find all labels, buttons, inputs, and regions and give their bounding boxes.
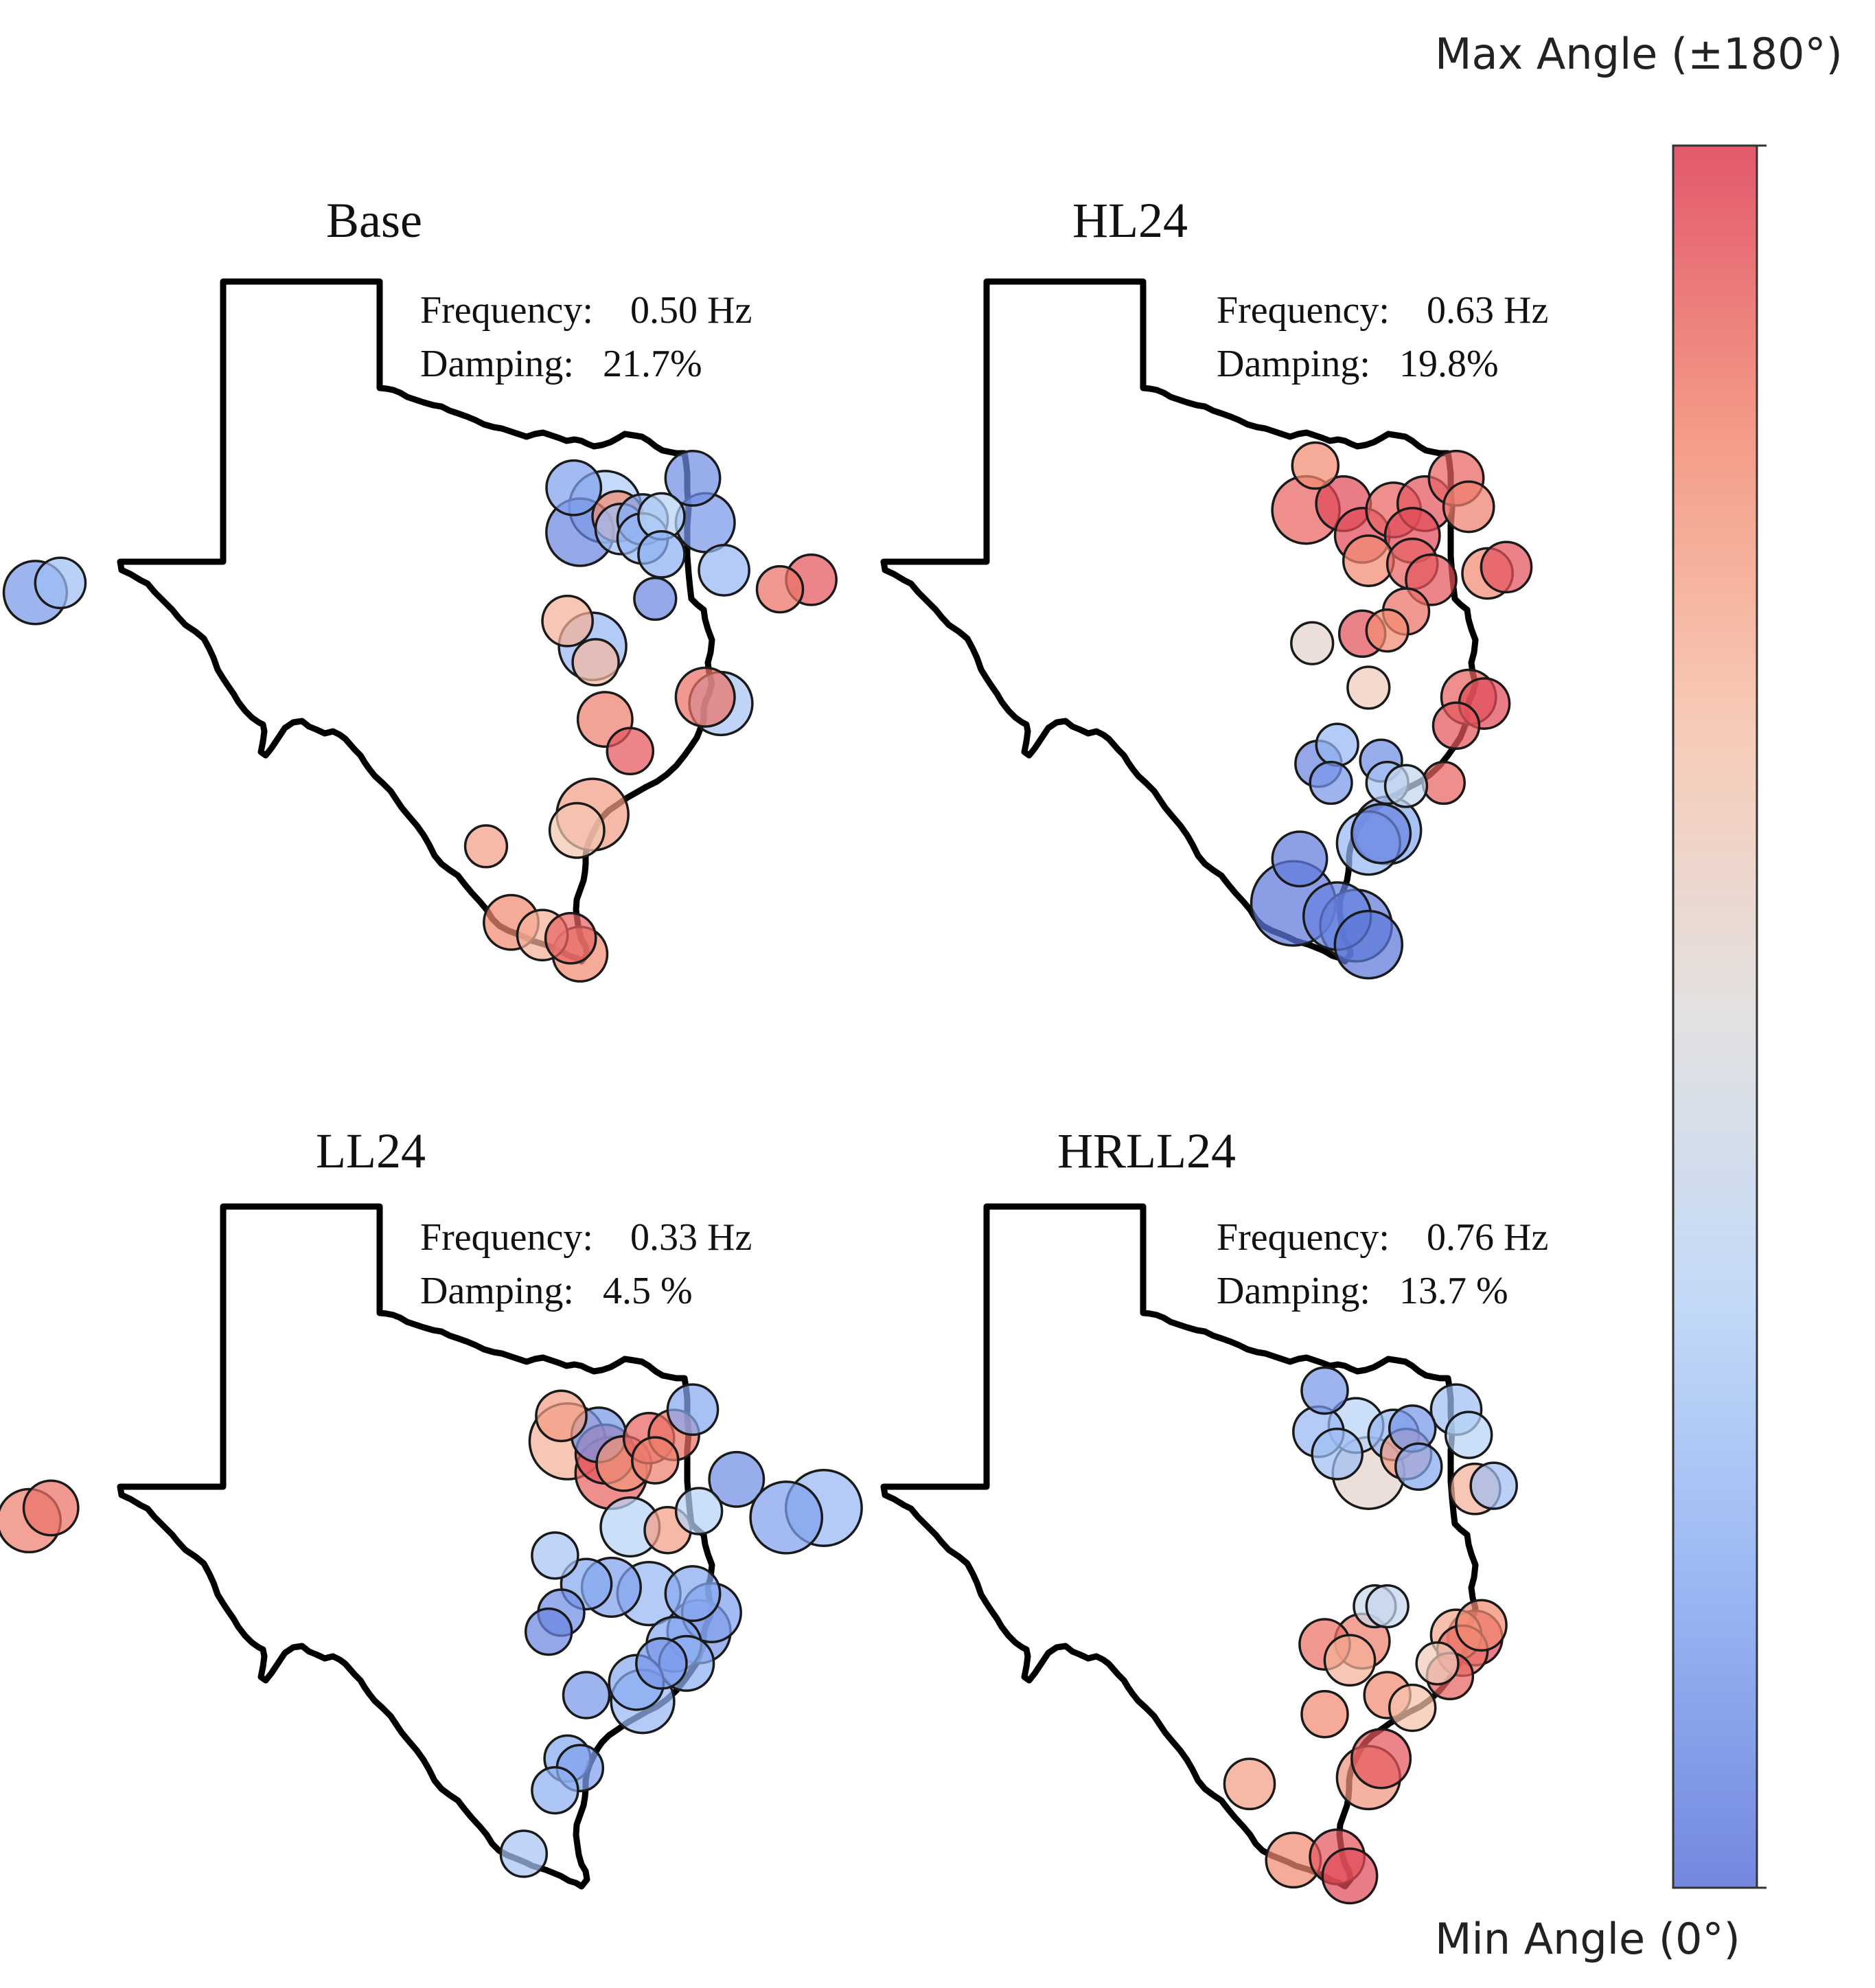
frequency-label: Frequency: <box>1217 1216 1390 1259</box>
map-panel-base: Base Frequency: 0.50 Hz Damping: 21.7% <box>2 193 754 983</box>
damping-value: 19.8% <box>1399 343 1499 385</box>
bus-marker <box>1223 1757 1276 1811</box>
frequency-value: 0.76 Hz <box>1427 1216 1548 1259</box>
bus-marker <box>562 1671 611 1719</box>
colorbar: Max Angle (±180°) Min Angle (0°) <box>1435 29 1843 1964</box>
bus-marker <box>664 1565 722 1623</box>
bus-marker <box>1383 764 1429 808</box>
bus-marker <box>1291 441 1340 490</box>
bus-marker <box>1271 830 1328 888</box>
bus-marker <box>1365 1584 1410 1629</box>
bus-marker <box>1342 534 1395 587</box>
colorbar-max-label: Max Angle (±180°) <box>1435 29 1843 79</box>
bus-marker <box>1365 608 1410 653</box>
bus-marker <box>1480 540 1533 594</box>
bus-marker <box>1315 722 1359 767</box>
bus-marker <box>1444 1410 1493 1459</box>
bus-marker <box>1309 760 1353 806</box>
bus-marker <box>1346 665 1391 710</box>
damping-value: 21.7% <box>603 343 702 385</box>
bus-marker <box>548 801 606 859</box>
bus-marker <box>637 530 686 579</box>
bus-marker <box>755 564 805 614</box>
bus-marker <box>749 1480 824 1555</box>
bus-markers <box>0 1383 766 1878</box>
frequency-value: 0.63 Hz <box>1427 289 1548 332</box>
bus-marker <box>1431 701 1481 751</box>
frequency-label: Frequency: <box>420 289 593 332</box>
bus-marker <box>633 576 678 621</box>
bus-marker <box>635 1636 688 1690</box>
colorbar-gradient <box>1673 146 1757 1888</box>
bus-marker <box>34 556 87 610</box>
bus-marker <box>1421 760 1466 806</box>
panel-title: HL24 <box>1072 193 1188 248</box>
panel-title: LL24 <box>316 1123 426 1178</box>
bus-marker <box>1388 1683 1437 1733</box>
bus-marker <box>22 1479 80 1537</box>
colorbar-min-label: Min Angle (0°) <box>1435 1914 1740 1964</box>
damping-label: Damping: <box>1217 343 1370 385</box>
bus-marker <box>463 824 509 869</box>
damping-label: Damping: <box>420 343 574 385</box>
bus-marker <box>1300 1366 1349 1415</box>
bus-marker <box>631 1436 680 1485</box>
bus-marker <box>571 638 620 687</box>
bus-marker <box>544 911 597 965</box>
bus-marker <box>541 594 594 648</box>
bus-marker <box>531 1531 579 1580</box>
bus-marker <box>606 727 655 776</box>
bus-markers <box>2 449 754 983</box>
bus-marker <box>1321 1847 1379 1905</box>
bus-marker <box>1300 1689 1349 1739</box>
bus-marker <box>524 1607 573 1656</box>
bus-marker <box>1323 1634 1377 1687</box>
bus-marker <box>1442 480 1495 534</box>
bus-marker <box>666 1383 720 1437</box>
bus-marker <box>531 1766 579 1815</box>
bus-marker <box>674 666 736 728</box>
panel-title: HRLL24 <box>1057 1123 1236 1178</box>
bus-marker <box>1455 1599 1508 1652</box>
damping-label: Damping: <box>420 1270 574 1312</box>
bus-markers <box>755 441 1533 980</box>
bus-marker <box>499 1829 549 1878</box>
bus-marker <box>1415 1641 1460 1686</box>
bus-marker <box>664 449 722 507</box>
frequency-label: Frequency: <box>420 1216 593 1259</box>
colorbar-frame <box>1672 144 1758 1889</box>
damping-value: 4.5 % <box>603 1270 693 1312</box>
frequency-label: Frequency: <box>1217 289 1390 332</box>
damping-label: Damping: <box>1217 1270 1370 1312</box>
bus-marker <box>708 1450 766 1508</box>
bus-marker <box>1469 1461 1518 1510</box>
map-panel-hrll24: HRLL24 Frequency: 0.76 Hz Damping: 13.7 … <box>749 1123 1548 1905</box>
bus-marker <box>1350 1728 1412 1790</box>
bus-marker <box>1290 621 1335 665</box>
damping-value: 13.7 % <box>1399 1270 1508 1312</box>
bus-marker <box>545 459 603 516</box>
bus-marker <box>1333 909 1404 980</box>
bus-marker <box>674 1487 724 1535</box>
bus-markers <box>749 1366 1518 1905</box>
bus-marker <box>1394 1442 1443 1492</box>
map-panel-hl24: HL24 Frequency: 0.63 Hz Damping: 19.8% <box>755 193 1548 980</box>
frequency-value: 0.33 Hz <box>630 1216 752 1259</box>
bus-marker <box>1311 1428 1364 1481</box>
frequency-value: 0.50 Hz <box>630 289 752 332</box>
panel-title: Base <box>326 193 422 248</box>
bus-marker <box>1350 803 1412 865</box>
map-panel-ll24: LL24 Frequency: 0.33 Hz Damping: 4.5 % <box>0 1123 766 1886</box>
bus-marker <box>698 544 750 597</box>
bus-marker <box>535 1389 588 1443</box>
